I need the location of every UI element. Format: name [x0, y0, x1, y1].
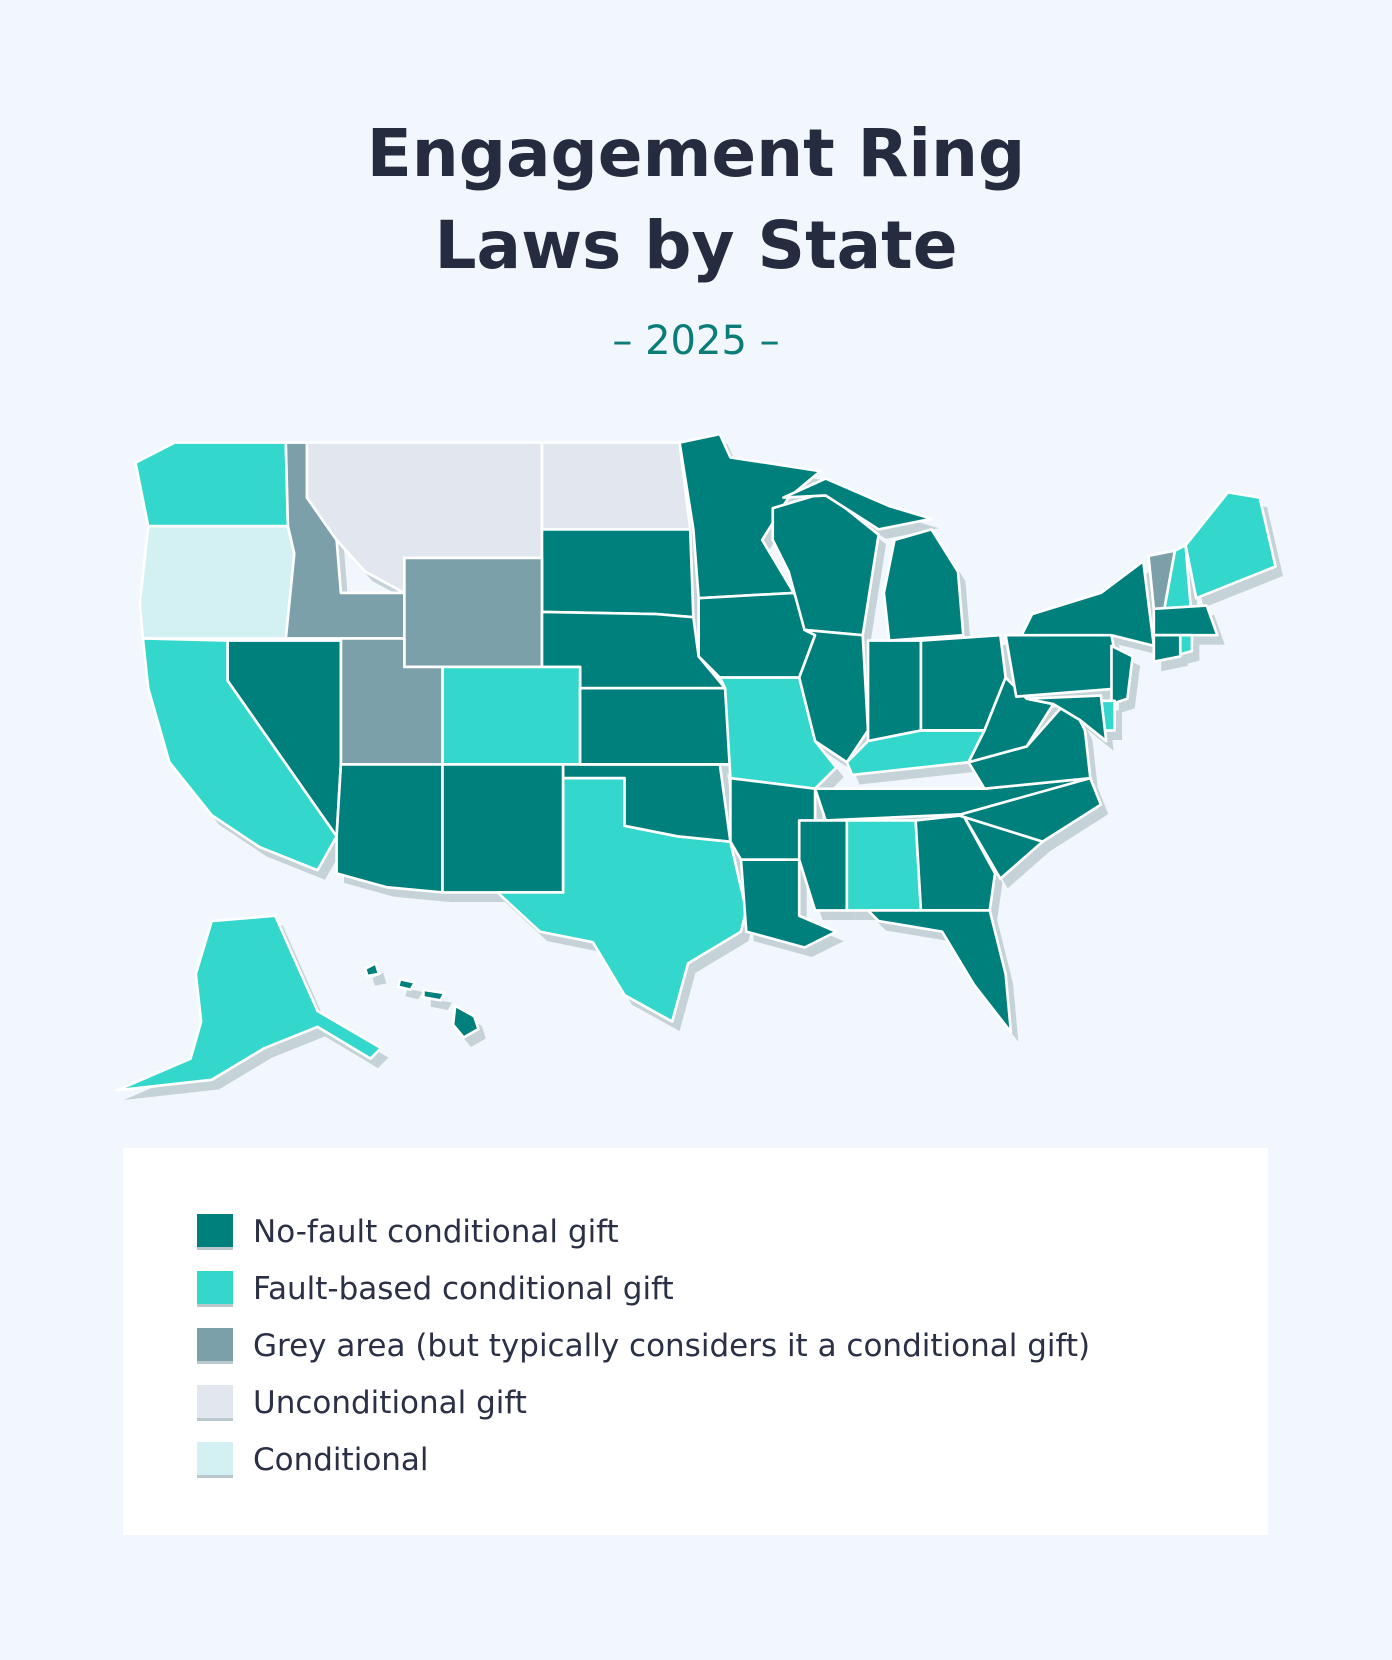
state-az: [335, 763, 444, 894]
legend-swatch: [197, 1328, 233, 1364]
state-mi: [882, 528, 965, 642]
state-ma: [1152, 604, 1219, 637]
state-ct: [1152, 633, 1182, 664]
legend-swatch: [197, 1442, 233, 1478]
state-nj: [1110, 644, 1134, 706]
state-hi-1: [363, 962, 381, 978]
legend-item: Grey area (but typically considers it a …: [197, 1326, 1090, 1366]
state-shadow: [372, 972, 387, 986]
state-ga: [914, 813, 997, 912]
legend-item: Conditional: [197, 1440, 429, 1480]
state-wy: [403, 556, 544, 669]
state-pa: [1004, 633, 1124, 698]
state-shadow: [430, 999, 453, 1010]
state-hi-3: [422, 988, 446, 1002]
state-hi-4: [451, 1004, 480, 1039]
state-or: [138, 524, 296, 640]
state-co: [441, 665, 582, 766]
state-al: [845, 819, 923, 912]
legend-item: Fault-based conditional gift: [197, 1269, 674, 1309]
legend-swatch: [197, 1214, 233, 1250]
state-fl: [866, 909, 1013, 1034]
legend-label: Conditional: [253, 1442, 429, 1478]
state-in: [866, 639, 923, 743]
title: Engagement Ring Laws by State: [366, 115, 1026, 284]
state-ms: [797, 819, 849, 912]
state-ks: [578, 686, 732, 766]
legend-label: Grey area (but typically considers it a …: [253, 1328, 1091, 1364]
subtitle: – 2025 –: [612, 318, 780, 364]
state-ak: [115, 914, 383, 1092]
state-sd: [540, 528, 695, 619]
state-ca: [141, 637, 338, 872]
state-ok: [561, 763, 732, 843]
legend-swatch: [197, 1385, 233, 1421]
legend: No-fault conditional gift Fault-based con…: [123, 1148, 1268, 1535]
state-ri: [1178, 633, 1194, 656]
state-nc: [956, 776, 1103, 843]
legend-swatch: [197, 1271, 233, 1307]
state-hi-2: [396, 977, 417, 992]
legend-item: No-fault conditional gift: [197, 1212, 619, 1252]
legend-label: Unconditional gift: [253, 1385, 527, 1421]
legend-label: No-fault conditional gift: [253, 1214, 619, 1250]
legend-label: Fault-based conditional gift: [253, 1271, 674, 1307]
states: [115, 432, 1277, 1092]
legend-item: Unconditional gift: [197, 1383, 527, 1423]
state-me: [1184, 490, 1277, 600]
state-nm: [441, 763, 565, 894]
state-wa: [134, 441, 290, 528]
state-nd: [540, 441, 692, 531]
state-md: [1025, 694, 1108, 743]
state-mi-up: [782, 477, 933, 531]
state-il: [797, 628, 870, 764]
state-shadow: [405, 988, 423, 1000]
state-ny: [1020, 559, 1156, 648]
